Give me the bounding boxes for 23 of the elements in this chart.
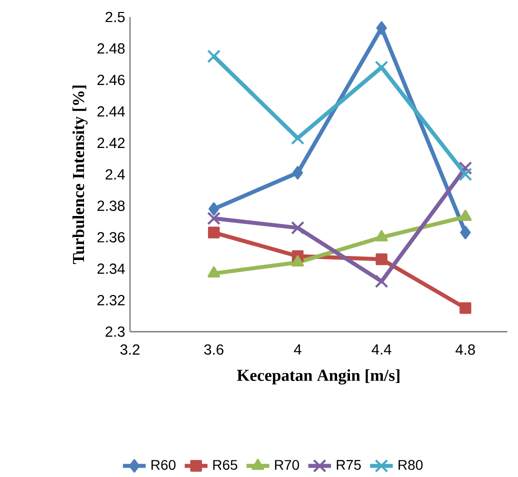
- y-tick-label: 2.42: [97, 138, 125, 148]
- y-tick-label: 2.36: [97, 232, 125, 242]
- x-axis-title: Kecepatan Angin [m/s]: [237, 369, 400, 384]
- x-tick-label: 3.6: [204, 344, 224, 355]
- y-tick-label: 2.38: [97, 200, 125, 211]
- y-tick-label: 2.48: [97, 43, 125, 54]
- y-tick-label: 2.46: [97, 74, 125, 86]
- y-tick-label: 2.5: [106, 12, 125, 22]
- legend-label: R75: [336, 460, 361, 470]
- legend-label: R80: [398, 460, 423, 470]
- x-tick-label: 4.4: [372, 344, 392, 354]
- y-tick-label: 2.32: [97, 295, 125, 306]
- legend-label: R65: [213, 460, 238, 470]
- x-tick-label: 4.8: [456, 344, 475, 355]
- y-tick-label: 2.4: [106, 169, 125, 180]
- legend-label: R70: [275, 460, 300, 470]
- y-axis-title: Turbulence Intensity [%]: [72, 86, 88, 264]
- y-tick-label: 2.3: [106, 326, 125, 337]
- y-tick-label: 2.44: [97, 106, 125, 117]
- x-tick-label: 3.2: [120, 344, 140, 355]
- legend-label: R60: [152, 460, 176, 470]
- x-tick-label: 4: [294, 344, 302, 354]
- y-tick-label: 2.34: [97, 264, 125, 274]
